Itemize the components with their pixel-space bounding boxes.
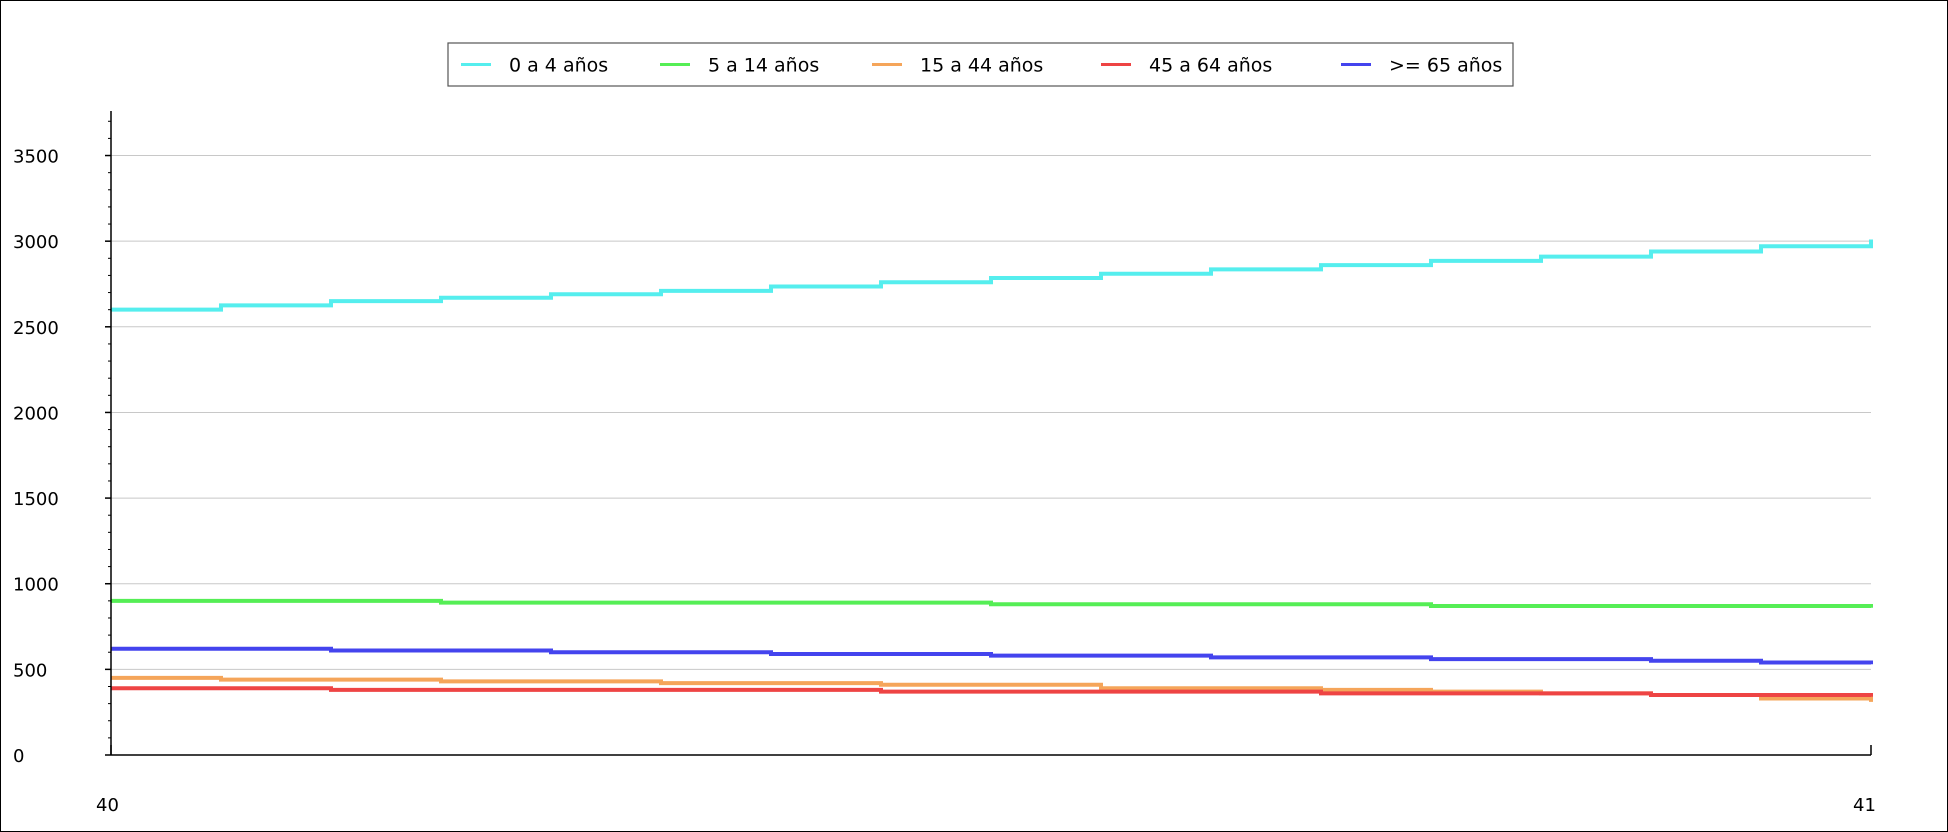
legend-label-0: 0 a 4 años (509, 55, 608, 77)
legend-box (447, 42, 1514, 87)
x-ticks: 40 41 (96, 745, 1876, 816)
y-tick-label: 0 (13, 746, 24, 767)
series-line-0 (111, 239, 1873, 312)
x-tick-label: 41 (1853, 795, 1876, 816)
legend-label-3: 45 a 64 años (1149, 55, 1272, 77)
y-tick-label: 2500 (13, 318, 59, 339)
plot-area (111, 111, 1871, 754)
y-tick-label: 1500 (13, 489, 59, 510)
y-tick-label: 500 (13, 660, 47, 681)
series-group (111, 239, 1873, 702)
series-line-1 (111, 598, 1873, 608)
x-tick-label: 40 (96, 795, 119, 816)
legend: 0 a 4 años 5 a 14 años 15 a 44 años 45 a 64… (447, 42, 1514, 87)
axes (110, 111, 1871, 756)
y-tick-label: 1000 (13, 575, 59, 596)
series-line-3 (111, 686, 1873, 698)
y-ticks: 0 500 1000 1500 2000 2500 3000 3500 (13, 120, 111, 767)
y-tick-label: 3000 (13, 232, 59, 253)
legend-label-4: >= 65 años (1389, 55, 1502, 77)
y-tick-label: 3500 (13, 147, 59, 168)
grid-lines (111, 155, 1871, 670)
y-tick-label: 2000 (13, 403, 59, 424)
legend-label-1: 5 a 14 años (708, 55, 819, 77)
legend-label-2: 15 a 44 años (920, 55, 1043, 77)
series-line-4 (111, 646, 1873, 665)
